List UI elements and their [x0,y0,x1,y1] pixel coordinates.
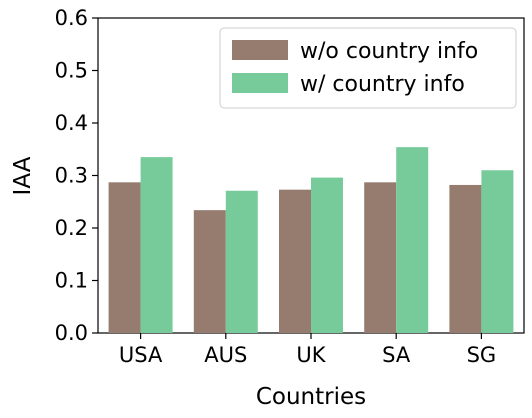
y-tick-label: 0.3 [55,164,88,188]
y-axis-title: IAA [10,156,36,195]
bar-sa-series-0 [364,182,397,333]
bar-sg-series-0 [449,184,482,333]
x-tick-label-usa: USA [119,343,163,367]
legend-swatch-series-0 [232,40,288,60]
y-tick-label: 0.2 [55,216,88,240]
y-tick-label: 0.1 [55,269,88,293]
legend-label-series-0: w/o country info [300,39,478,64]
bar-aus-series-0 [193,210,226,333]
bar-usa-series-0 [108,182,141,333]
legend-label-series-1: w/ country info [300,72,465,97]
x-tick-label-sa: SA [382,343,411,367]
bars-group [108,147,514,333]
y-tick-label: 0.0 [55,321,88,345]
x-tick-label-uk: UK [296,343,326,367]
x-axis-title: Countries [256,384,366,410]
bar-uk-series-1 [311,177,343,333]
bar-uk-series-0 [279,189,311,333]
legend: w/o country info w/ country info [219,27,517,109]
y-tick-label: 0.4 [55,111,88,135]
bar-aus-series-1 [225,190,258,333]
bar-usa-series-1 [140,157,173,333]
bar-sa-series-1 [396,147,429,333]
legend-swatch-series-1 [232,73,288,93]
y-tick-label: 0.6 [55,6,88,30]
x-tick-label-sg: SG [467,343,497,367]
x-tick-label-aus: AUS [204,343,247,367]
legend-box [219,27,517,109]
bar-sg-series-1 [481,170,514,333]
axes-group: 0.0 0.1 0.2 0.3 0.4 0.5 0.6 USA AUS UK SA SG [55,6,497,367]
y-tick-label: 0.5 [55,59,88,83]
